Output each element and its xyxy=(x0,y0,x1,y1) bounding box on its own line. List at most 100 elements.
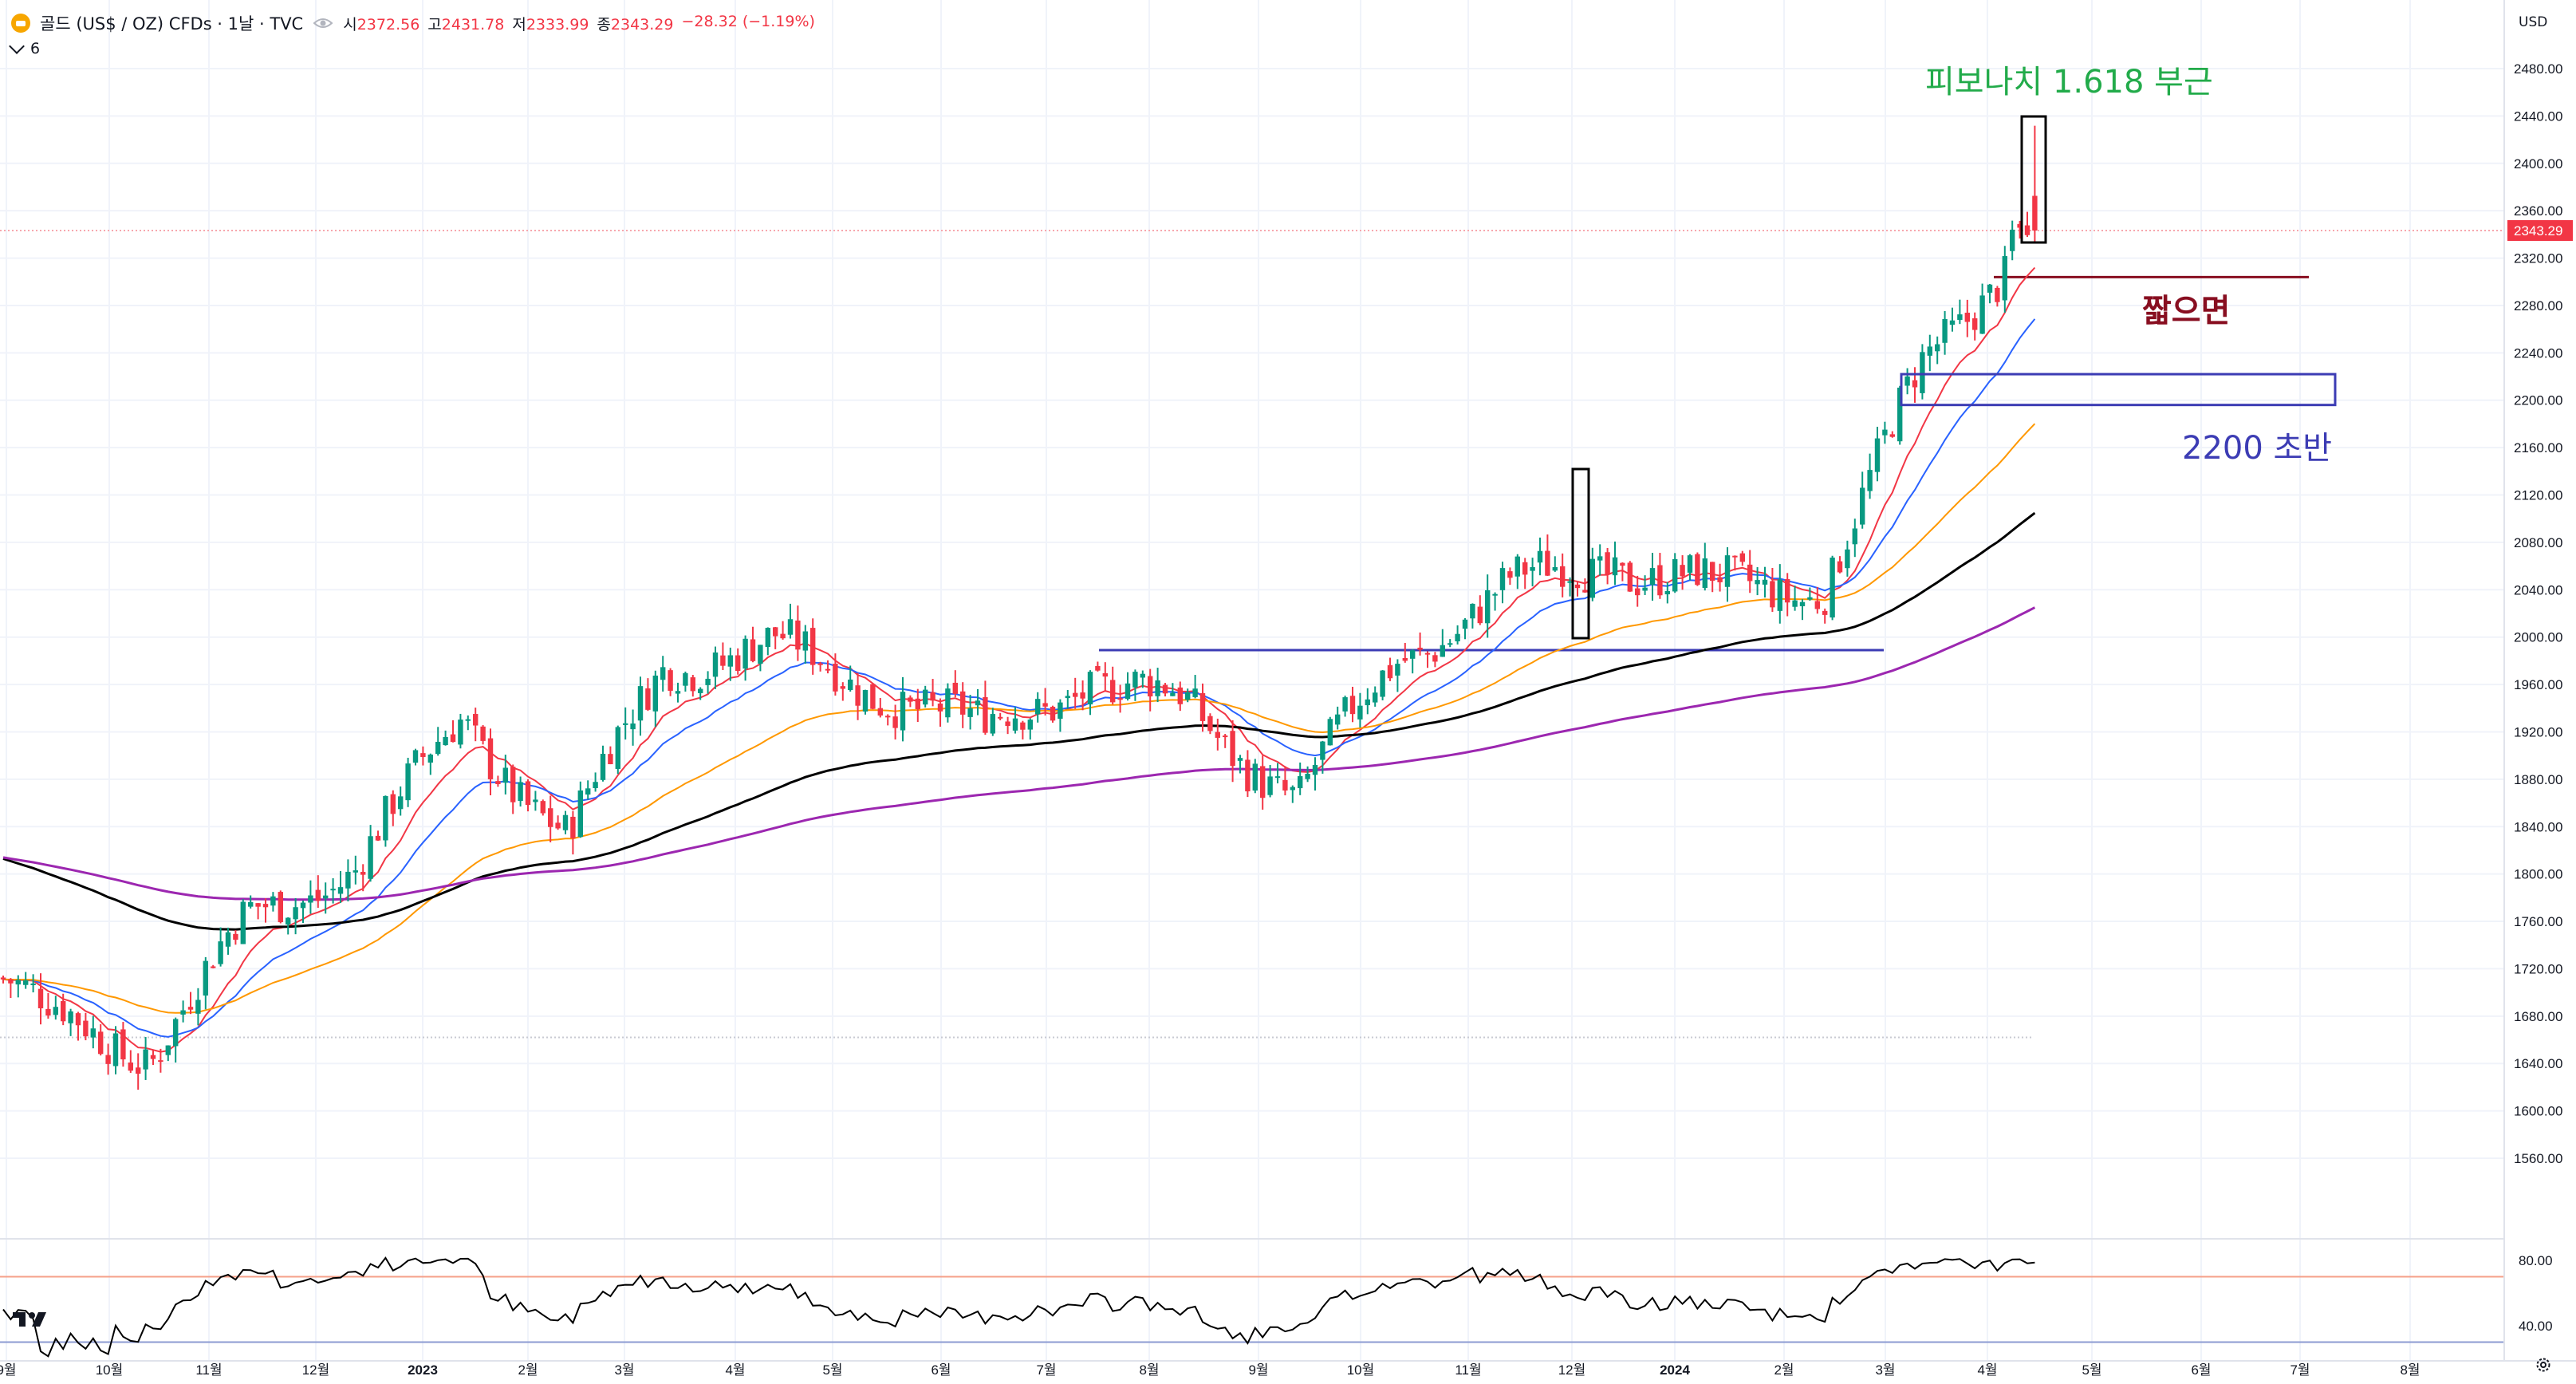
candle xyxy=(1065,690,1070,709)
candle xyxy=(412,748,419,766)
candle xyxy=(1972,312,1978,341)
candle xyxy=(795,605,801,661)
candle xyxy=(150,1049,156,1065)
rsi-line xyxy=(2,1256,2035,1358)
candle xyxy=(1785,573,1790,617)
candle xyxy=(1477,595,1483,625)
candle xyxy=(1589,547,1595,601)
candle xyxy=(533,791,538,811)
eye-icon[interactable] xyxy=(313,15,333,31)
candle xyxy=(1170,683,1176,696)
candle xyxy=(630,709,636,746)
candle xyxy=(1770,567,1775,613)
candle xyxy=(593,772,598,792)
candle xyxy=(443,730,448,746)
candle xyxy=(1080,680,1085,711)
candle xyxy=(1027,718,1033,740)
candle xyxy=(105,1043,111,1075)
candle xyxy=(1073,677,1078,709)
time-tick: 11월 xyxy=(1455,1362,1481,1378)
currency-label[interactable]: USD xyxy=(2519,14,2548,30)
candle xyxy=(465,715,471,731)
candle xyxy=(548,795,553,843)
symbol-title[interactable]: 골드 (US$ / OZ) CFDs · 1날 · TVC xyxy=(40,14,304,34)
candle xyxy=(1058,699,1063,732)
indicators-toggle[interactable]: 6 xyxy=(9,38,40,57)
candle xyxy=(1649,552,1656,601)
candle xyxy=(742,635,748,681)
price-tick: 2320.00 xyxy=(2514,251,2562,266)
candle xyxy=(1724,547,1731,602)
price-tick: 2440.00 xyxy=(2514,108,2562,124)
candle xyxy=(1432,652,1438,668)
candle xyxy=(1035,692,1041,723)
candle xyxy=(1845,540,1850,577)
candle xyxy=(945,683,951,723)
candle xyxy=(1387,657,1393,681)
candle xyxy=(1747,550,1753,593)
candle xyxy=(383,795,388,847)
candle xyxy=(15,975,21,998)
chevron-down-icon[interactable] xyxy=(9,38,25,54)
price-tick: 1920.00 xyxy=(2514,724,2562,739)
candle xyxy=(1582,578,1588,593)
candle xyxy=(1440,629,1445,657)
candle xyxy=(1417,632,1423,656)
candle xyxy=(1605,548,1610,585)
candle xyxy=(353,855,358,885)
candle xyxy=(1949,307,1956,332)
gear-icon[interactable] xyxy=(2535,1356,2552,1374)
candle xyxy=(398,786,404,816)
candle xyxy=(1807,587,1813,601)
candle xyxy=(1695,552,1700,586)
candle xyxy=(862,689,869,715)
candle xyxy=(173,1017,179,1063)
candle xyxy=(1574,582,1581,597)
candle xyxy=(1373,686,1378,707)
candle xyxy=(1499,562,1506,604)
candle xyxy=(2032,125,2038,242)
high-value: 2431.78 xyxy=(441,15,505,34)
candle xyxy=(187,992,194,1015)
candle xyxy=(773,626,778,649)
candle xyxy=(203,956,208,1010)
candle xyxy=(540,799,546,816)
candle xyxy=(450,720,456,743)
candle xyxy=(1545,534,1550,577)
candle xyxy=(1448,639,1453,648)
candle xyxy=(1282,766,1288,796)
open-label: 시 xyxy=(343,15,357,34)
candle xyxy=(360,864,366,892)
candle xyxy=(180,1000,186,1023)
candle xyxy=(323,882,329,914)
candle xyxy=(458,713,463,749)
fib-annotation: 피보나치 1.618 부근 xyxy=(1925,64,2213,101)
candle xyxy=(600,745,606,782)
highlight-box-apr xyxy=(2020,115,2047,244)
candle xyxy=(1852,519,1857,558)
time-tick: 2024 xyxy=(1660,1362,1690,1378)
price-tick: 1800.00 xyxy=(2514,867,2562,882)
candle xyxy=(1125,672,1131,701)
candle xyxy=(68,1008,73,1036)
highlight-box-dec xyxy=(1571,467,1590,640)
candle xyxy=(990,708,995,736)
candle xyxy=(1927,334,1932,372)
ma-10-line xyxy=(2,266,2036,1053)
candle xyxy=(1260,755,1266,810)
candle xyxy=(1462,617,1468,640)
candle xyxy=(1620,562,1625,582)
candle xyxy=(1702,542,1707,591)
candle xyxy=(487,728,494,795)
candle xyxy=(1680,555,1685,590)
candle xyxy=(975,688,981,716)
candle xyxy=(705,671,711,694)
candle xyxy=(1327,716,1333,746)
candle xyxy=(802,625,808,664)
candle xyxy=(1755,567,1760,596)
candle xyxy=(136,1053,141,1090)
candle xyxy=(293,897,298,935)
candle xyxy=(1830,555,1835,621)
